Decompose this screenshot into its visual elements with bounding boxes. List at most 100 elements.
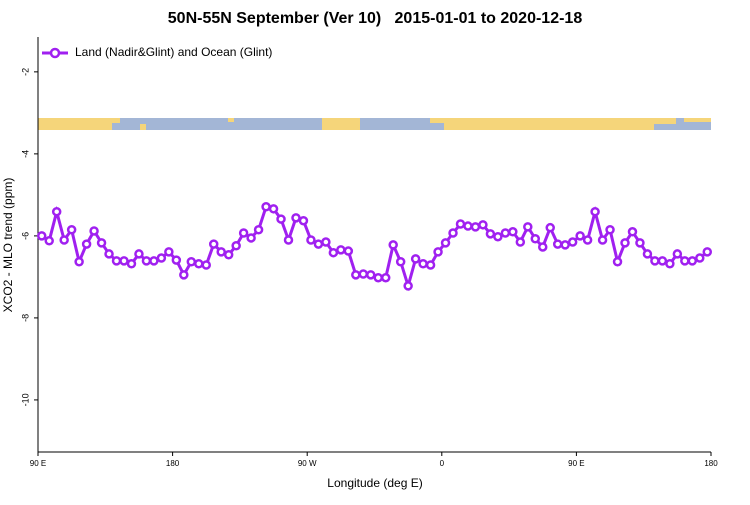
data-point <box>126 259 137 269</box>
data-point <box>336 245 346 255</box>
y-tick-label: -2 <box>20 68 30 76</box>
data-point <box>425 260 436 270</box>
data-point <box>500 228 511 238</box>
data-point <box>418 259 428 269</box>
data-point <box>283 235 294 245</box>
data-point <box>179 270 189 280</box>
data-point <box>261 202 271 212</box>
data-point <box>575 231 585 241</box>
data-point <box>403 281 413 291</box>
data-point <box>410 254 421 264</box>
land-strip <box>430 118 444 123</box>
data-point <box>44 236 54 246</box>
land-strip <box>444 118 654 130</box>
data-point <box>223 250 234 260</box>
data-point <box>388 240 398 250</box>
data-point <box>89 226 99 236</box>
data-point <box>523 222 533 232</box>
data-point <box>485 229 496 239</box>
data-point <box>567 237 578 247</box>
data-point <box>590 206 600 217</box>
y-tick-label: -6 <box>20 232 30 240</box>
data-point <box>276 214 286 224</box>
data-point <box>597 235 608 245</box>
data-point <box>149 256 159 266</box>
data-point <box>171 255 182 265</box>
data-point <box>478 220 488 230</box>
data-point <box>612 256 623 267</box>
data-point <box>238 228 249 238</box>
x-tick-label: 0 <box>440 459 445 468</box>
land-strip <box>684 118 711 122</box>
land-strip <box>654 118 676 124</box>
data-point <box>627 227 638 237</box>
data-point <box>366 270 376 280</box>
data-point <box>642 249 653 259</box>
data-point <box>59 235 69 245</box>
data-point <box>134 249 144 259</box>
map-strip <box>38 118 711 130</box>
data-point <box>119 256 129 266</box>
data-point <box>208 239 219 249</box>
data-point <box>395 256 406 267</box>
data-point <box>560 240 570 250</box>
data-point <box>246 233 256 243</box>
x-tick-label: 180 <box>166 459 180 468</box>
data-point <box>455 219 466 229</box>
land-strip <box>112 118 120 123</box>
data-point <box>508 227 518 237</box>
data-point <box>440 238 451 248</box>
data-point <box>650 256 660 266</box>
legend-marker <box>49 47 61 59</box>
data-point <box>582 235 593 245</box>
y-tick-label: -4 <box>20 150 30 158</box>
land-strip <box>322 118 360 130</box>
data-point <box>358 269 369 279</box>
data-point <box>186 256 197 267</box>
data-point <box>81 239 92 249</box>
data-point <box>231 240 241 251</box>
data-point <box>111 256 122 266</box>
data-point <box>328 247 339 258</box>
data-point <box>680 256 690 266</box>
land-strip <box>38 118 112 130</box>
data-point <box>253 224 264 235</box>
data-point <box>298 215 309 226</box>
data-point <box>351 270 361 280</box>
data-point <box>687 256 698 266</box>
data-point <box>36 231 47 241</box>
data-point <box>605 224 615 235</box>
data-point <box>545 222 555 233</box>
data-point <box>96 238 107 248</box>
x-axis-label: Longitude (deg E) <box>327 476 422 490</box>
y-tick-label: -10 <box>20 393 30 406</box>
data-point <box>635 238 645 248</box>
data-point <box>433 247 443 257</box>
data-point <box>552 239 563 249</box>
data-point <box>216 247 226 257</box>
data-point <box>313 239 324 249</box>
land-strip <box>228 118 234 122</box>
data-point <box>291 213 301 223</box>
y-tick-label: -8 <box>20 314 30 322</box>
data-point <box>343 246 354 256</box>
data-point <box>463 221 473 231</box>
data-point <box>702 247 713 257</box>
data-point <box>530 234 541 244</box>
data-point <box>194 259 204 269</box>
data-point <box>74 256 84 267</box>
data-point <box>620 238 630 248</box>
data-point <box>373 272 383 283</box>
data-point <box>164 247 174 257</box>
data-point <box>141 256 152 266</box>
data-point <box>51 206 62 217</box>
data-point <box>306 235 316 245</box>
x-tick-label: 180 <box>704 459 718 468</box>
data-point <box>695 253 705 263</box>
data-point <box>268 204 279 214</box>
x-tick-label: 90 W <box>298 459 317 468</box>
x-tick-label: 90 E <box>568 459 584 468</box>
data-point <box>380 272 391 283</box>
chart-title: 50N-55N September (Ver 10) 2015-01-01 to… <box>168 10 583 27</box>
